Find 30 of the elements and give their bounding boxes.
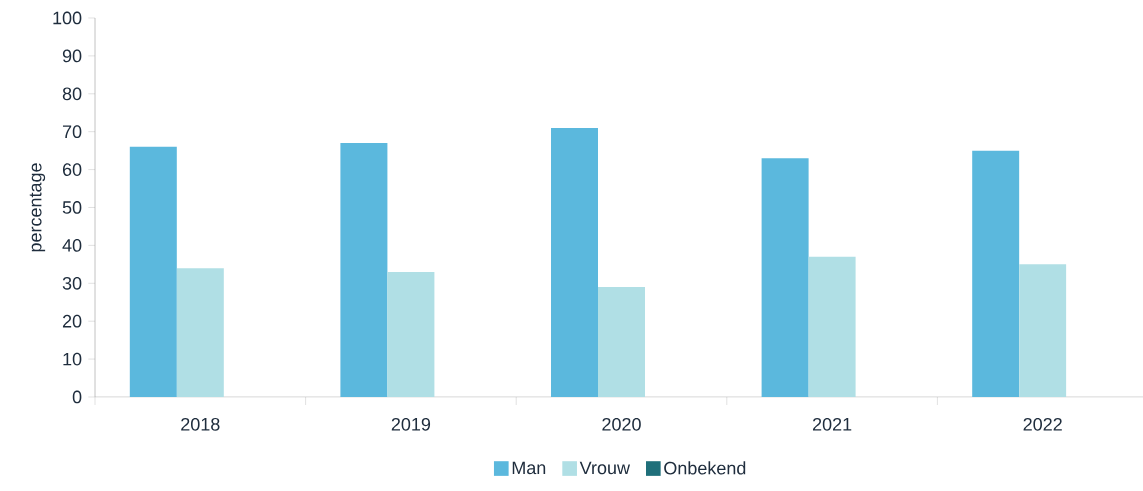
bar xyxy=(387,271,435,397)
bar xyxy=(340,143,388,397)
legend-label: Man xyxy=(512,461,546,475)
x-tick-label: 2020 xyxy=(602,417,641,431)
legend-label: Onbekend xyxy=(664,461,746,475)
x-tick-label: 2021 xyxy=(812,417,852,431)
y-tick-label: 10 xyxy=(63,352,82,366)
legend-label: Vrouw xyxy=(579,461,631,475)
bar xyxy=(176,268,224,397)
y-tick-label: 90 xyxy=(62,49,82,63)
y-tick-label: 70 xyxy=(62,125,82,139)
bar xyxy=(598,287,646,397)
x-tick-label: 2019 xyxy=(391,417,431,431)
y-tick-label: 20 xyxy=(62,314,82,328)
y-tick-label: 60 xyxy=(62,163,82,176)
y-tick-label: 80 xyxy=(62,87,82,101)
x-tick-label: 2022 xyxy=(1023,417,1062,431)
bar xyxy=(551,127,598,397)
y-tick-label: 30 xyxy=(62,276,82,290)
y-axis-title: percentage xyxy=(29,163,46,252)
bar xyxy=(129,146,177,397)
y-tick-label: 100 xyxy=(53,11,82,25)
bar xyxy=(972,150,1020,397)
y-tick-label: 50 xyxy=(62,201,82,214)
y-tick-label: 40 xyxy=(62,239,82,252)
y-tick-label: 0 xyxy=(72,390,82,404)
x-tick-label: 2018 xyxy=(181,417,220,431)
bar xyxy=(761,158,809,397)
bar xyxy=(1019,264,1067,397)
bar xyxy=(808,256,856,397)
